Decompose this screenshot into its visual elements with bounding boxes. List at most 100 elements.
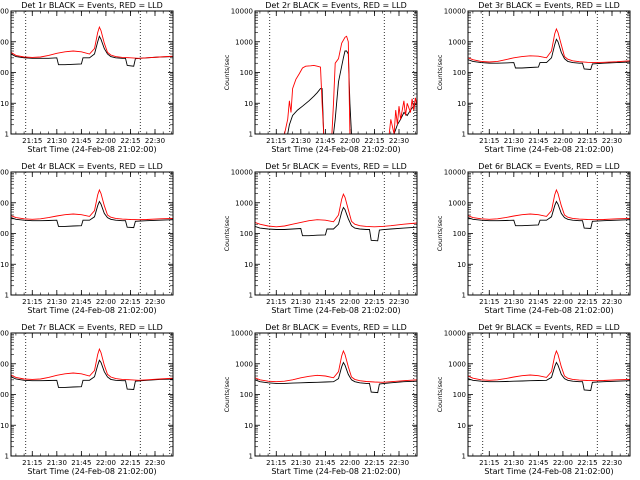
y-tick-label: 100 bbox=[453, 69, 466, 77]
x-tick-label: 22:15 bbox=[577, 298, 597, 306]
x-tick-label: 21:45 bbox=[528, 298, 548, 306]
plot-frame bbox=[467, 10, 631, 135]
x-tick-label: 21:30 bbox=[47, 137, 67, 145]
x-tick-label: 22:30 bbox=[389, 459, 409, 467]
x-axis-label: Start Time (24-Feb-08 21:02:00) bbox=[27, 145, 156, 154]
y-tick-label: 100 bbox=[0, 69, 9, 77]
x-tick-label: 22:30 bbox=[145, 459, 165, 467]
y-tick-label: 10 bbox=[457, 100, 466, 108]
plot-frame bbox=[254, 332, 418, 457]
x-tick-label: 22:15 bbox=[120, 298, 140, 306]
y-tick-label: 100 bbox=[453, 391, 466, 399]
y-tick-label: 1 bbox=[462, 292, 466, 300]
lld-series-line bbox=[255, 193, 417, 228]
chart-title: Det 1r BLACK = Events, RED = LLD bbox=[21, 1, 163, 10]
x-tick-label: 22:30 bbox=[602, 459, 622, 467]
x-axis-label: Start Time (24-Feb-08 21:02:00) bbox=[271, 306, 400, 315]
x-tick-label: 21:15 bbox=[22, 298, 42, 306]
x-tick-label: 22:00 bbox=[553, 298, 573, 306]
y-tick-label: 10000 bbox=[0, 330, 9, 338]
chart-title: Det 7r BLACK = Events, RED = LLD bbox=[21, 323, 163, 332]
x-tick-label: 21:15 bbox=[22, 459, 42, 467]
y-tick-label: 10 bbox=[457, 422, 466, 430]
lld-series-line bbox=[468, 188, 630, 221]
y-tick-label: 1 bbox=[462, 453, 466, 461]
x-axis-label: Start Time (24-Feb-08 21:02:00) bbox=[484, 306, 613, 315]
x-tick-label: 21:30 bbox=[504, 137, 524, 145]
x-tick-label: 22:00 bbox=[96, 298, 116, 306]
x-tick-label: 22:30 bbox=[145, 137, 165, 145]
x-tick-label: 22:30 bbox=[602, 298, 622, 306]
events-series-line bbox=[468, 200, 630, 229]
x-tick-label: 22:15 bbox=[364, 459, 384, 467]
x-tick-label: 22:15 bbox=[364, 137, 384, 145]
chart-panel-1: Det 1r BLACK = Events, RED = LLD 1 10 100 10… bbox=[0, 1, 174, 154]
x-tick-label: 22:15 bbox=[120, 459, 140, 467]
y-tick-label: 1 bbox=[249, 131, 253, 139]
x-tick-label: 21:45 bbox=[528, 137, 548, 145]
chart-panel-9: Det 9r BLACK = Events, RED = LLD 1 10 100 10… bbox=[436, 323, 631, 476]
y-tick-label: 100 bbox=[0, 230, 9, 238]
events-series-line bbox=[287, 50, 417, 134]
y-tick-label: 1 bbox=[5, 453, 9, 461]
y-tick-label: 10 bbox=[244, 100, 253, 108]
y-tick-label: 1 bbox=[249, 453, 253, 461]
x-tick-label: 22:00 bbox=[553, 137, 573, 145]
x-tick-label: 21:45 bbox=[71, 298, 91, 306]
y-tick-label: 10 bbox=[0, 261, 9, 269]
y-tick-label: 10000 bbox=[444, 169, 466, 177]
x-axis-label: Start Time (24-Feb-08 21:02:00) bbox=[484, 145, 613, 154]
y-tick-label: 10 bbox=[0, 100, 9, 108]
lld-series-line bbox=[11, 347, 173, 381]
y-tick-label: 10 bbox=[244, 261, 253, 269]
y-tick-label: 100 bbox=[240, 391, 253, 399]
y-tick-label: 10000 bbox=[231, 169, 253, 177]
y-tick-label: 10000 bbox=[444, 330, 466, 338]
events-series-line bbox=[468, 361, 630, 391]
y-tick-label: 1000 bbox=[448, 360, 466, 368]
y-tick-label: 1000 bbox=[235, 360, 253, 368]
y-tick-label: 10 bbox=[0, 422, 9, 430]
chart-title: Det 8r BLACK = Events, RED = LLD bbox=[265, 323, 407, 332]
x-axis-label: Start Time (24-Feb-08 21:02:00) bbox=[484, 467, 613, 476]
y-axis-label: Counts/sec bbox=[436, 54, 444, 90]
y-axis-label: Counts/sec bbox=[223, 215, 231, 251]
lld-series-line bbox=[255, 35, 417, 134]
y-tick-label: 10000 bbox=[231, 330, 253, 338]
x-tick-label: 22:15 bbox=[577, 137, 597, 145]
chart-panel-2: Det 2r BLACK = Events, RED = LLD 1 10 100 10… bbox=[223, 1, 418, 154]
events-series-line bbox=[11, 359, 173, 390]
x-tick-label: 22:30 bbox=[389, 298, 409, 306]
x-axis-label: Start Time (24-Feb-08 21:02:00) bbox=[27, 306, 156, 315]
x-tick-label: 21:45 bbox=[71, 137, 91, 145]
plot-frame bbox=[10, 10, 174, 135]
x-tick-label: 22:30 bbox=[602, 137, 622, 145]
x-tick-label: 21:45 bbox=[528, 459, 548, 467]
y-tick-label: 1 bbox=[462, 131, 466, 139]
events-series-line bbox=[255, 361, 417, 394]
events-series-line bbox=[468, 38, 630, 70]
plot-frame bbox=[10, 171, 174, 296]
x-tick-label: 21:45 bbox=[315, 459, 335, 467]
x-axis-label: Start Time (24-Feb-08 21:02:00) bbox=[271, 145, 400, 154]
x-tick-label: 22:00 bbox=[96, 459, 116, 467]
x-tick-label: 21:15 bbox=[266, 137, 286, 145]
y-tick-label: 10000 bbox=[444, 8, 466, 16]
x-tick-label: 22:00 bbox=[96, 137, 116, 145]
lld-series-line bbox=[11, 188, 173, 221]
y-tick-label: 100 bbox=[0, 391, 9, 399]
x-tick-label: 22:00 bbox=[340, 298, 360, 306]
events-series-line bbox=[11, 200, 173, 229]
chart-panel-6: Det 6r BLACK = Events, RED = LLD 1 10 100 10… bbox=[436, 162, 631, 315]
x-tick-label: 21:15 bbox=[479, 459, 499, 467]
y-axis-label: Counts/sec bbox=[436, 376, 444, 412]
y-tick-label: 1000 bbox=[0, 360, 9, 368]
chart-title: Det 5r BLACK = Events, RED = LLD bbox=[265, 162, 407, 171]
y-tick-label: 1000 bbox=[448, 38, 466, 46]
y-axis-label: Counts/sec bbox=[436, 215, 444, 251]
plot-frame bbox=[467, 171, 631, 296]
events-series-line bbox=[255, 206, 417, 242]
x-tick-label: 21:45 bbox=[315, 298, 335, 306]
plot-frame bbox=[254, 171, 418, 296]
y-tick-label: 10000 bbox=[0, 169, 9, 177]
